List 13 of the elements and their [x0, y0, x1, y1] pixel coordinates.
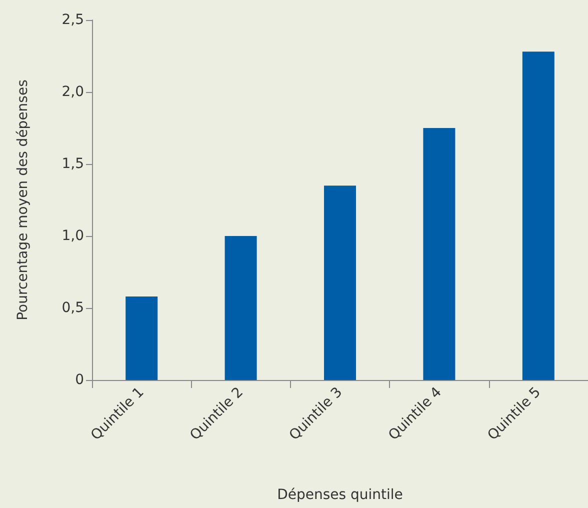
bar — [224, 236, 257, 380]
y-tick-label: 1,5 — [62, 156, 84, 172]
bar — [126, 296, 158, 380]
y-axis-title: Pourcentage moyen des dépenses — [15, 80, 31, 320]
bar — [324, 186, 356, 380]
y-tick-label: 0 — [75, 372, 84, 388]
x-axis-title: Dépenses quintile — [277, 487, 403, 503]
y-tick-label: 2,0 — [62, 84, 84, 100]
bar — [423, 128, 456, 380]
y-tick-label: 2,5 — [62, 12, 84, 28]
y-tick-label: 1,0 — [62, 228, 84, 244]
y-tick-label: 0,5 — [62, 300, 84, 316]
bar — [522, 52, 554, 380]
